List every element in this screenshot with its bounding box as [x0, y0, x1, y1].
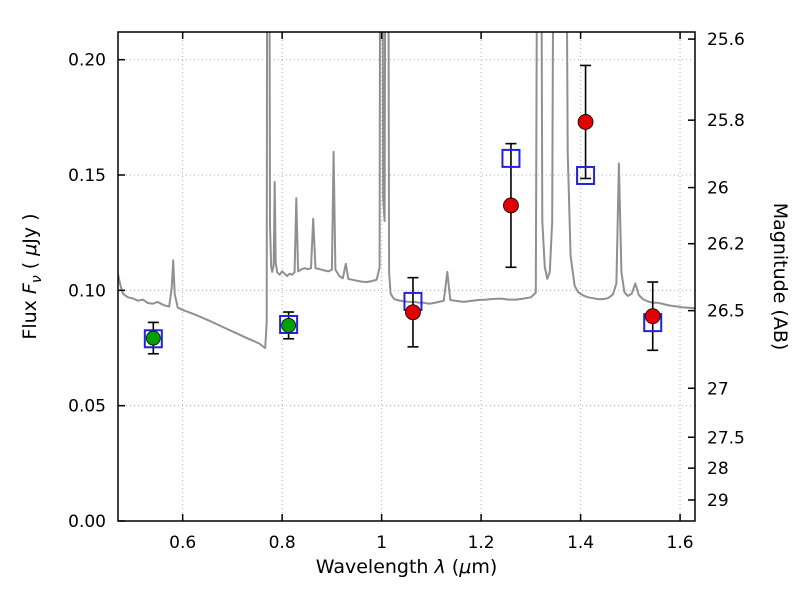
magnitude-tick-label: 27.5 [707, 428, 745, 448]
x-axis-label: Wavelength λ (μm) [316, 556, 497, 578]
model-photometry-squares [143, 148, 663, 349]
x-tick-label: 0.6 [169, 533, 196, 553]
observed-photometry-red-circles [405, 114, 661, 325]
magnitude-tick-label: 26 [707, 179, 729, 199]
magnitude-tick-label: 26.5 [707, 302, 745, 322]
x-tick-label: 0.8 [269, 533, 296, 553]
grid-lines [118, 32, 695, 521]
red-circle-marker [577, 114, 594, 130]
magnitude-tick-label: 26.2 [707, 235, 745, 255]
blue-open-square-marker [576, 165, 596, 185]
photometry-error-bars [147, 64, 659, 355]
x-tick-label: 1 [376, 533, 387, 553]
flux-tick-label: 0.20 [68, 51, 106, 71]
x-tick-label: 1.6 [667, 533, 694, 553]
y-axis-label-flux: Flux Fν ( μJy ) [19, 213, 45, 339]
magnitude-tick-label: 29 [707, 491, 729, 511]
magnitude-tick-label: 25.6 [707, 30, 745, 50]
blue-open-square-marker [279, 314, 299, 334]
red-circle-marker [644, 308, 661, 325]
plot-border [117, 31, 696, 522]
flux-tick-label: 0.00 [68, 512, 106, 532]
red-circle-marker [503, 197, 519, 214]
blue-open-square-marker [501, 148, 521, 168]
flux-tick-label: 0.05 [68, 397, 106, 417]
axis-ticks [118, 32, 695, 522]
magnitude-tick-label: 25.8 [707, 111, 745, 131]
x-tick-label: 1.4 [567, 533, 594, 553]
magnitude-tick-label: 27 [707, 379, 729, 399]
x-tick-label: 1.2 [468, 533, 495, 553]
green-circle-marker [281, 317, 297, 333]
blue-open-square-marker [143, 329, 163, 349]
y-axis-label-magnitude: Magnitude (AB) [769, 203, 791, 351]
magnitude-tick-label: 28 [707, 459, 729, 479]
observed-photometry-green-circles [145, 317, 297, 346]
red-circle-marker [405, 304, 421, 321]
green-circle-marker [145, 330, 161, 346]
flux-tick-label: 0.10 [68, 281, 106, 301]
model-spectrum-line [118, 32, 695, 349]
flux-tick-label: 0.15 [68, 166, 106, 186]
